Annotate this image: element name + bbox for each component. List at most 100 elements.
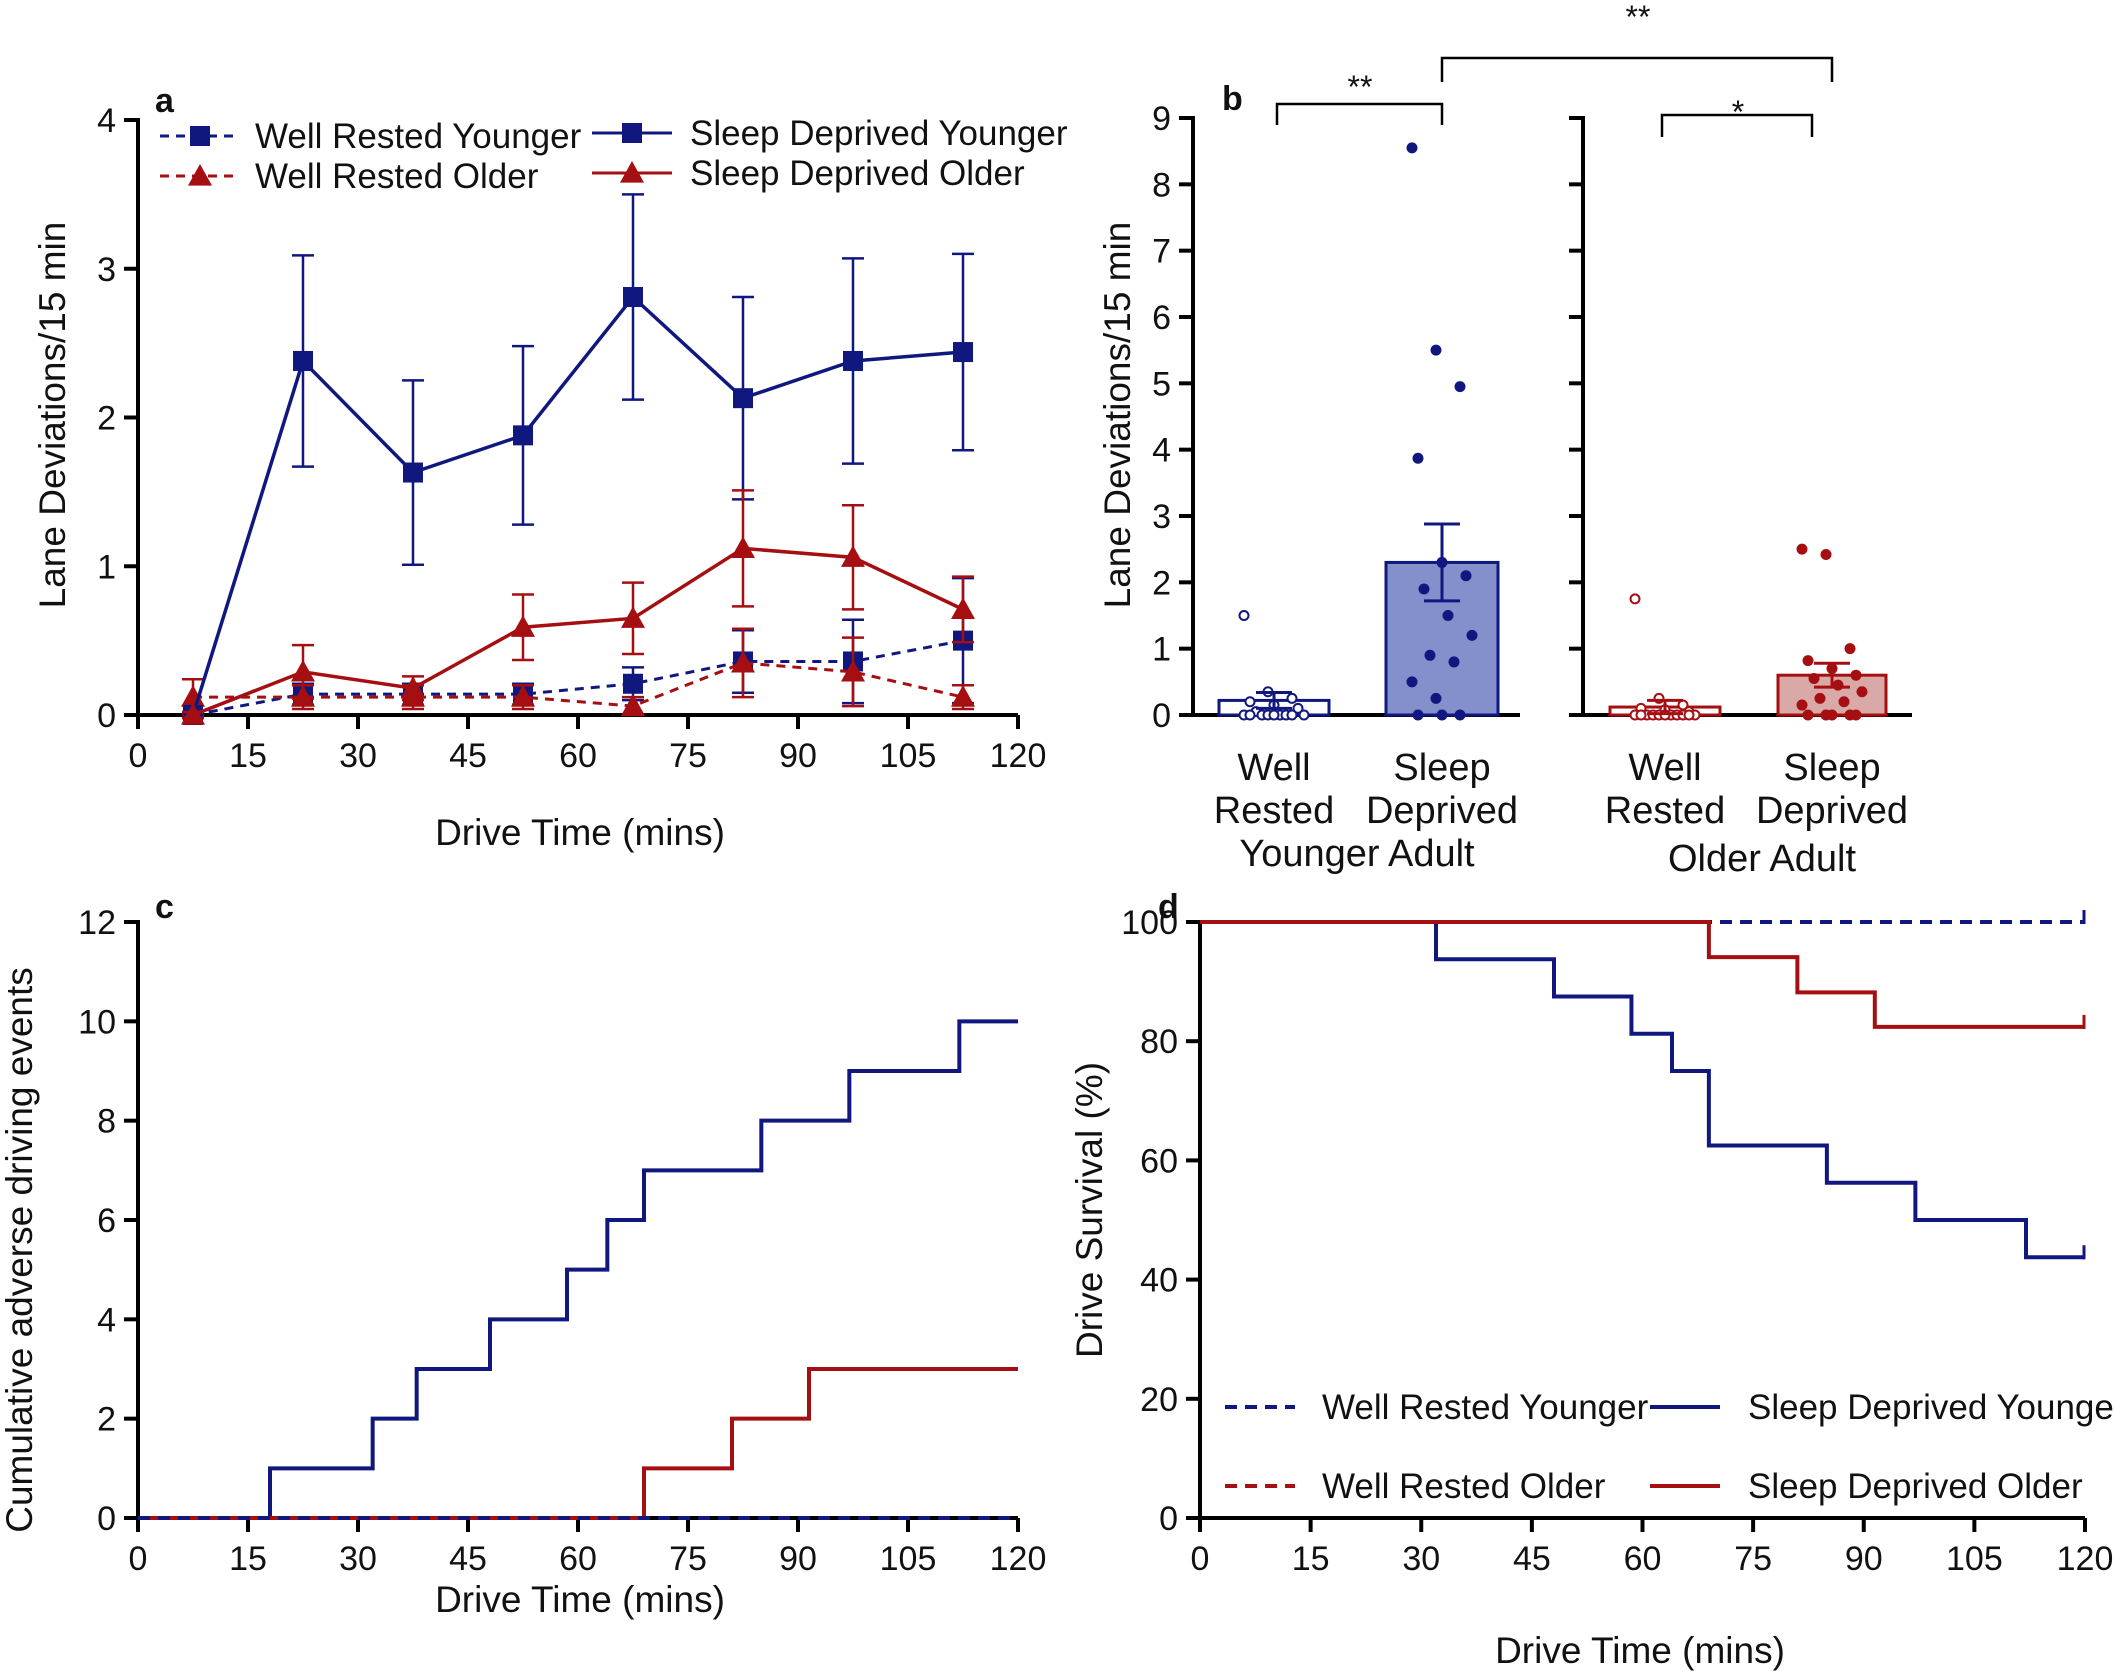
b-bracket-between	[1440, 56, 1834, 82]
a-point-square	[623, 287, 643, 308]
d-x-tick-label: 15	[1292, 1540, 1330, 1578]
a-point-triangle	[291, 659, 315, 682]
b-left-y-tick-label: 3	[1152, 498, 1171, 536]
panel-b-cat-1b: Rested	[1214, 790, 1334, 832]
d-x-tick-label: 45	[1513, 1540, 1551, 1578]
d-y-tick-label: 100	[1121, 904, 1178, 942]
b-point	[1838, 696, 1850, 708]
c-x-tick-label: 30	[339, 1540, 377, 1578]
panel-d-ylabel: Drive Survival (%)	[1069, 1062, 1110, 1358]
a-point-triangle	[511, 685, 535, 707]
b-point	[1424, 649, 1436, 661]
c-series-line-0	[138, 1019, 1018, 1520]
a-point-triangle	[841, 545, 865, 567]
b-left-y-tick-label: 7	[1152, 233, 1171, 271]
b-point	[1430, 692, 1442, 704]
b-point	[1460, 570, 1472, 582]
panel-a: 0 15 30 45 60 75 90 105 120 0 1 2 3 4	[97, 102, 1046, 775]
c-y-tick-label: 12	[78, 904, 116, 942]
d-x-tick-label: 75	[1734, 1540, 1772, 1578]
b-point	[1802, 709, 1814, 721]
a-point-square	[733, 388, 753, 409]
a-point-triangle	[731, 650, 755, 673]
b-point	[1796, 699, 1808, 711]
b-point	[1826, 709, 1838, 721]
a-y-tick-label: 4	[97, 102, 116, 140]
a-point-square	[293, 350, 313, 371]
b-point	[1418, 583, 1430, 595]
panel-a-legend-wro: Well Rested Older	[255, 157, 539, 196]
a-point-square	[513, 425, 533, 446]
c-y-tick-label: 2	[97, 1401, 116, 1439]
panel-d-legend-wry: Well Rested Younger	[1322, 1388, 1649, 1427]
b-point	[1442, 610, 1454, 621]
panel-a-ylabel: Lane Deviations/15 min	[32, 222, 73, 609]
a-legend-marker-0	[190, 126, 210, 146]
a-x-tick-label: 15	[229, 737, 267, 775]
panel-b-cat-4a: Sleep	[1783, 747, 1880, 789]
b-point	[1850, 669, 1862, 681]
b-point	[1844, 643, 1856, 655]
d-x-tick-label: 120	[2057, 1540, 2114, 1578]
b-point	[1454, 709, 1466, 721]
a-y-tick-label: 3	[97, 251, 116, 289]
a-series-line-3	[192, 546, 964, 717]
b-left-y-tick-label: 1	[1152, 631, 1171, 669]
b-point	[1406, 142, 1418, 154]
b-point	[1412, 452, 1424, 464]
a-legend-marker-2	[622, 123, 642, 143]
b-point	[1238, 610, 1250, 621]
c-y-tick-label: 10	[78, 1003, 116, 1041]
c-x-tick-label: 90	[779, 1540, 817, 1578]
a-series-line-0	[192, 639, 964, 717]
panel-b-sig-younger: **	[1348, 69, 1373, 105]
panel-c-xlabel: Drive Time (mins)	[435, 1579, 725, 1620]
panel-b-sig-older: *	[1732, 94, 1744, 130]
b-point	[1244, 696, 1256, 708]
b-point	[1466, 629, 1478, 641]
b-point	[1454, 381, 1466, 393]
c-x-tick-label: 105	[880, 1540, 937, 1578]
panel-c-label: c	[155, 888, 174, 926]
b-point	[1436, 709, 1448, 721]
panel-b-cat-3b: Rested	[1605, 790, 1725, 832]
b-point	[1683, 709, 1695, 721]
b-point	[1430, 344, 1442, 356]
panel-b-cat-3a: Well	[1628, 747, 1701, 789]
a-point-triangle	[621, 606, 645, 628]
panel-d-legend-sdo: Sleep Deprived Older	[1748, 1467, 2083, 1506]
panel-b-label: b	[1222, 80, 1243, 118]
c-x-tick-label: 15	[229, 1540, 267, 1578]
c-y-tick-label: 8	[97, 1103, 116, 1141]
d-x-tick-label: 0	[1191, 1540, 1210, 1578]
panel-b-cat-2b: Deprived	[1366, 790, 1518, 832]
b-left-y-tick-label: 5	[1152, 365, 1171, 403]
panel-b-sig-between: **	[1626, 0, 1651, 35]
a-point-triangle	[511, 615, 535, 637]
b-bracket-older	[1660, 113, 1814, 137]
panel-a-xlabel: Drive Time (mins)	[435, 812, 725, 853]
d-x-tick-label: 30	[1402, 1540, 1440, 1578]
c-x-tick-label: 0	[129, 1540, 148, 1578]
b-point	[1856, 686, 1868, 698]
a-series-line-1	[193, 661, 964, 708]
b-point	[1292, 702, 1304, 714]
c-y-tick-label: 6	[97, 1202, 116, 1240]
b-point	[1635, 709, 1647, 721]
panel-b: 0 1 2 3 4 5 6 7 8 9	[1152, 56, 1912, 735]
d-series-line-1	[1200, 920, 2085, 1260]
b-point	[1406, 676, 1418, 688]
d-y-tick-label: 20	[1140, 1381, 1178, 1419]
d-x-tick-label: 90	[1845, 1540, 1883, 1578]
b-point	[1796, 543, 1808, 555]
a-point-triangle	[181, 703, 205, 725]
a-x-tick-label: 0	[129, 737, 148, 775]
a-x-tick-label: 105	[880, 737, 937, 775]
b-left-y-tick-label: 4	[1152, 432, 1171, 470]
c-series-line-1	[138, 1367, 1018, 1520]
a-x-tick-label: 60	[559, 737, 597, 775]
a-point-triangle	[951, 685, 975, 707]
b-point	[1629, 593, 1641, 605]
panel-d-label: d	[1158, 888, 1179, 926]
